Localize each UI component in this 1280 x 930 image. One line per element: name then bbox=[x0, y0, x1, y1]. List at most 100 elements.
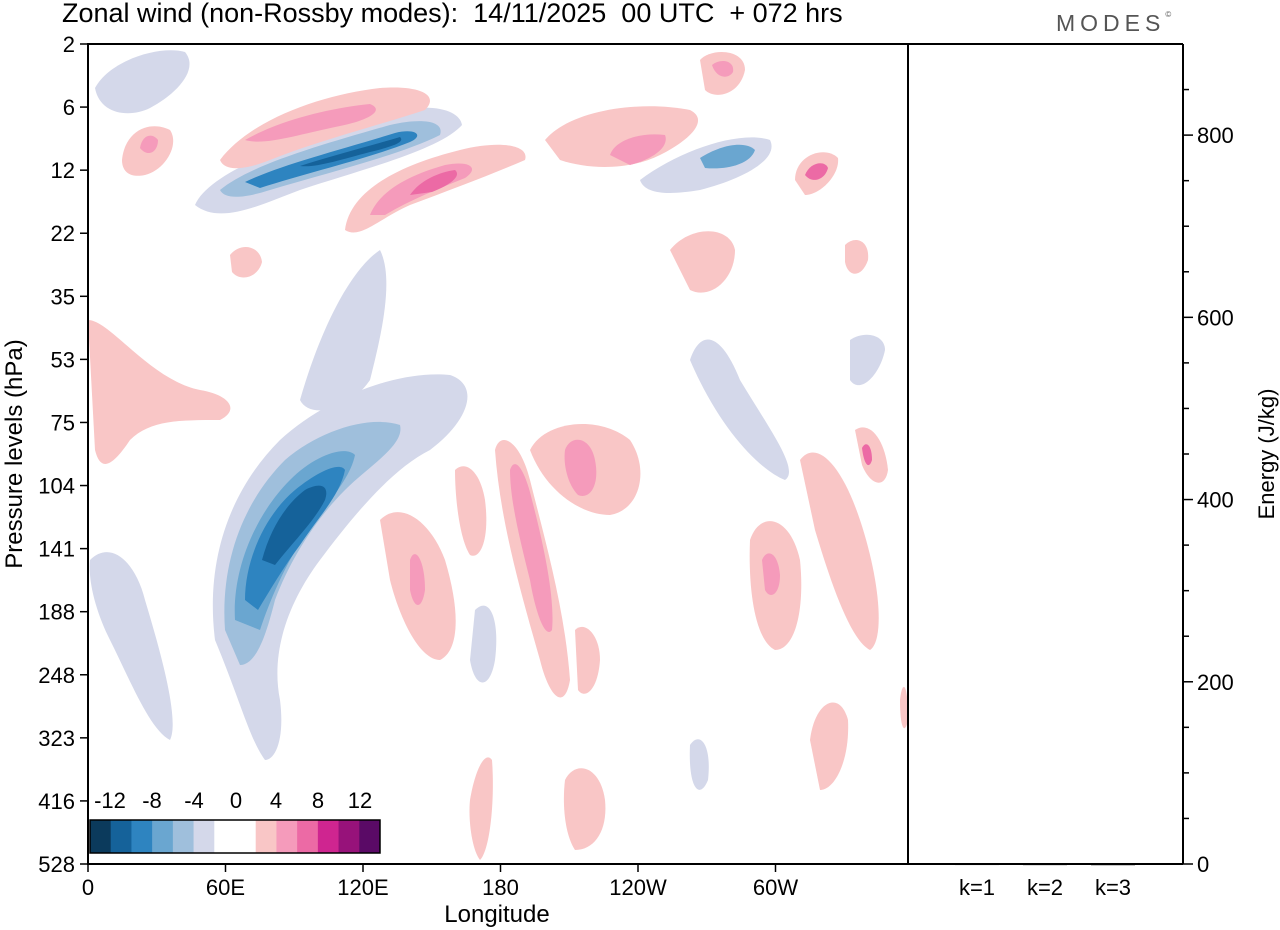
colorbar-swatch bbox=[214, 820, 236, 853]
bar-category-label: k=3 bbox=[1095, 875, 1131, 900]
colorbar-swatch bbox=[255, 820, 277, 853]
contour-patch-neg-lower-mid bbox=[470, 605, 497, 683]
contour-patch-pos-bottom-4 bbox=[575, 626, 600, 694]
y-tick-label: 6 bbox=[63, 95, 75, 120]
y-tick-label: 323 bbox=[38, 726, 75, 751]
contour-patch-pos-bottom-3 bbox=[810, 702, 849, 790]
contour-patch-pos-right-upper-inner bbox=[610, 134, 666, 165]
energy-bar bbox=[1091, 863, 1135, 866]
contour-patch-pos-cell-160w-inner bbox=[564, 439, 597, 496]
contour-patch-neg-right-mid bbox=[690, 339, 789, 480]
y-tick-label: 12 bbox=[51, 158, 75, 183]
energy-tick-label: 200 bbox=[1197, 670, 1234, 695]
contour-patch-pos-mid-right bbox=[670, 231, 735, 293]
colorbar-label: -12 bbox=[94, 788, 126, 813]
energy-bar bbox=[1023, 863, 1067, 866]
colorbar-swatch bbox=[90, 820, 112, 853]
contour-patch-pos-left-upper2 bbox=[140, 135, 158, 154]
colorbar-swatch bbox=[152, 820, 174, 853]
chart-title: Zonal wind (non-Rossby modes): 14/11/202… bbox=[62, 0, 843, 28]
contour-patch-neg-mid-column bbox=[300, 250, 387, 411]
y-tick-label: 75 bbox=[51, 410, 75, 435]
colorbar-label: 8 bbox=[312, 788, 324, 813]
contour-patch-neg-lower-jet-dark bbox=[262, 485, 327, 565]
energy-tick-label: 400 bbox=[1197, 488, 1234, 513]
brand-mark: © bbox=[1165, 10, 1172, 19]
y-tick-label: 22 bbox=[51, 221, 75, 246]
contour-patch-pos-tongue-core bbox=[410, 170, 458, 195]
y-tick-label: 35 bbox=[51, 284, 75, 309]
bar-category-label: k=1 bbox=[959, 875, 995, 900]
colorbar-label: 12 bbox=[348, 788, 372, 813]
contour-patch-pos-cell-70w-core bbox=[805, 163, 828, 180]
contour-patch-pos-bottom-2 bbox=[563, 768, 606, 850]
y-tick-label: 528 bbox=[38, 852, 75, 877]
colorbar-swatch bbox=[276, 820, 298, 853]
y-tick-label: 141 bbox=[38, 537, 75, 562]
contour-patch-pos-cell-80w-core bbox=[762, 553, 780, 595]
contour-patch-neg-left-lower bbox=[89, 552, 173, 740]
contour-patch-pos-tongue-180-mid bbox=[510, 464, 553, 632]
contour-patch-neg-top-left bbox=[95, 50, 190, 114]
contour-patch-pos-small-top bbox=[230, 246, 262, 278]
contour-patch-pos-center-lower bbox=[455, 466, 487, 556]
colorbar: -12 -8 -4 0 4 8 12 bbox=[89, 788, 381, 854]
x-tick-label: 60W bbox=[753, 875, 798, 900]
colorbar-swatch bbox=[317, 820, 340, 853]
x-tick-label: 0 bbox=[82, 875, 94, 900]
colorbar-frame bbox=[89, 819, 381, 854]
contour-patch-pos-bottom-1 bbox=[469, 757, 493, 860]
energy-axis-label: Energy (J/kg) bbox=[1254, 389, 1279, 520]
energy-tick-label: 0 bbox=[1197, 852, 1209, 877]
energy-bar bbox=[955, 863, 999, 866]
energy-bars: k=1 k=2 k=3 bbox=[955, 863, 1135, 900]
contour-patch-pos-right-lower bbox=[800, 452, 879, 650]
contour-patch-neg-upper-core-dark bbox=[300, 137, 402, 167]
colorbar-swatch bbox=[338, 820, 360, 853]
y-tick-label: 416 bbox=[38, 789, 75, 814]
bar-axes: 0 200 400 600 800 bbox=[1183, 88, 1234, 877]
y-tick-label: 2 bbox=[63, 32, 75, 57]
x-tick-label: 120W bbox=[609, 875, 667, 900]
contour-patch-pos-lower-mid-left-core bbox=[410, 554, 425, 605]
colorbar-swatch bbox=[359, 820, 381, 853]
colorbar-swatch bbox=[235, 820, 257, 853]
brand-name: MODES bbox=[1056, 10, 1166, 36]
contour-patch-pos-right-upper-outer bbox=[545, 106, 699, 167]
x-tick-label: 180 bbox=[482, 875, 519, 900]
colorbar-label: 0 bbox=[230, 788, 242, 813]
x-tick-label: 60E bbox=[206, 875, 245, 900]
contour-patch-pos-right-edge-lower bbox=[900, 686, 908, 729]
brand-logo: MODES© bbox=[1056, 10, 1171, 37]
x-tick-label: 120E bbox=[337, 875, 388, 900]
heatmap-layer bbox=[88, 50, 908, 860]
x-axis-label: Longitude bbox=[444, 901, 549, 928]
colorbar-swatch bbox=[110, 820, 132, 853]
colorbar-swatch bbox=[131, 820, 153, 853]
contour-patch-neg-lower-mid2 bbox=[689, 739, 709, 790]
contour-patch-pos-top-right-core bbox=[712, 60, 734, 77]
energy-tick-label: 600 bbox=[1197, 305, 1234, 330]
y-tick-label: 248 bbox=[38, 663, 75, 688]
heatmap-frame bbox=[87, 43, 909, 865]
y-tick-label: 53 bbox=[51, 347, 75, 372]
colorbar-swatch bbox=[297, 820, 319, 853]
heatmap-axes: 0 60E 120E 180 120W 60W 2 6 12 22 35 53 75 104 141 188 2… bbox=[38, 32, 798, 900]
bar-category-label: k=2 bbox=[1027, 875, 1063, 900]
contour-patch-pos-right-edge-core bbox=[862, 444, 872, 466]
colorbar-swatch bbox=[193, 820, 215, 853]
y-tick-label: 188 bbox=[38, 600, 75, 625]
colorbar-swatch bbox=[172, 820, 195, 853]
contour-patch-pos-upper-band-inner bbox=[245, 104, 376, 142]
contour-patch-neg-right-mid2 bbox=[850, 334, 885, 386]
colorbar-label: -4 bbox=[184, 788, 204, 813]
colorbar-label: -8 bbox=[142, 788, 162, 813]
y-tick-label: 104 bbox=[38, 474, 75, 499]
contour-patch-neg-right-upper-core bbox=[700, 144, 755, 169]
colorbar-label: 4 bbox=[270, 788, 282, 813]
contour-patch-pos-small-right bbox=[845, 240, 869, 274]
energy-tick-label: 800 bbox=[1197, 123, 1234, 148]
contour-patch-pos-left-mid bbox=[88, 320, 231, 464]
y-axis-label: Pressure levels (hPa) bbox=[1, 339, 28, 568]
